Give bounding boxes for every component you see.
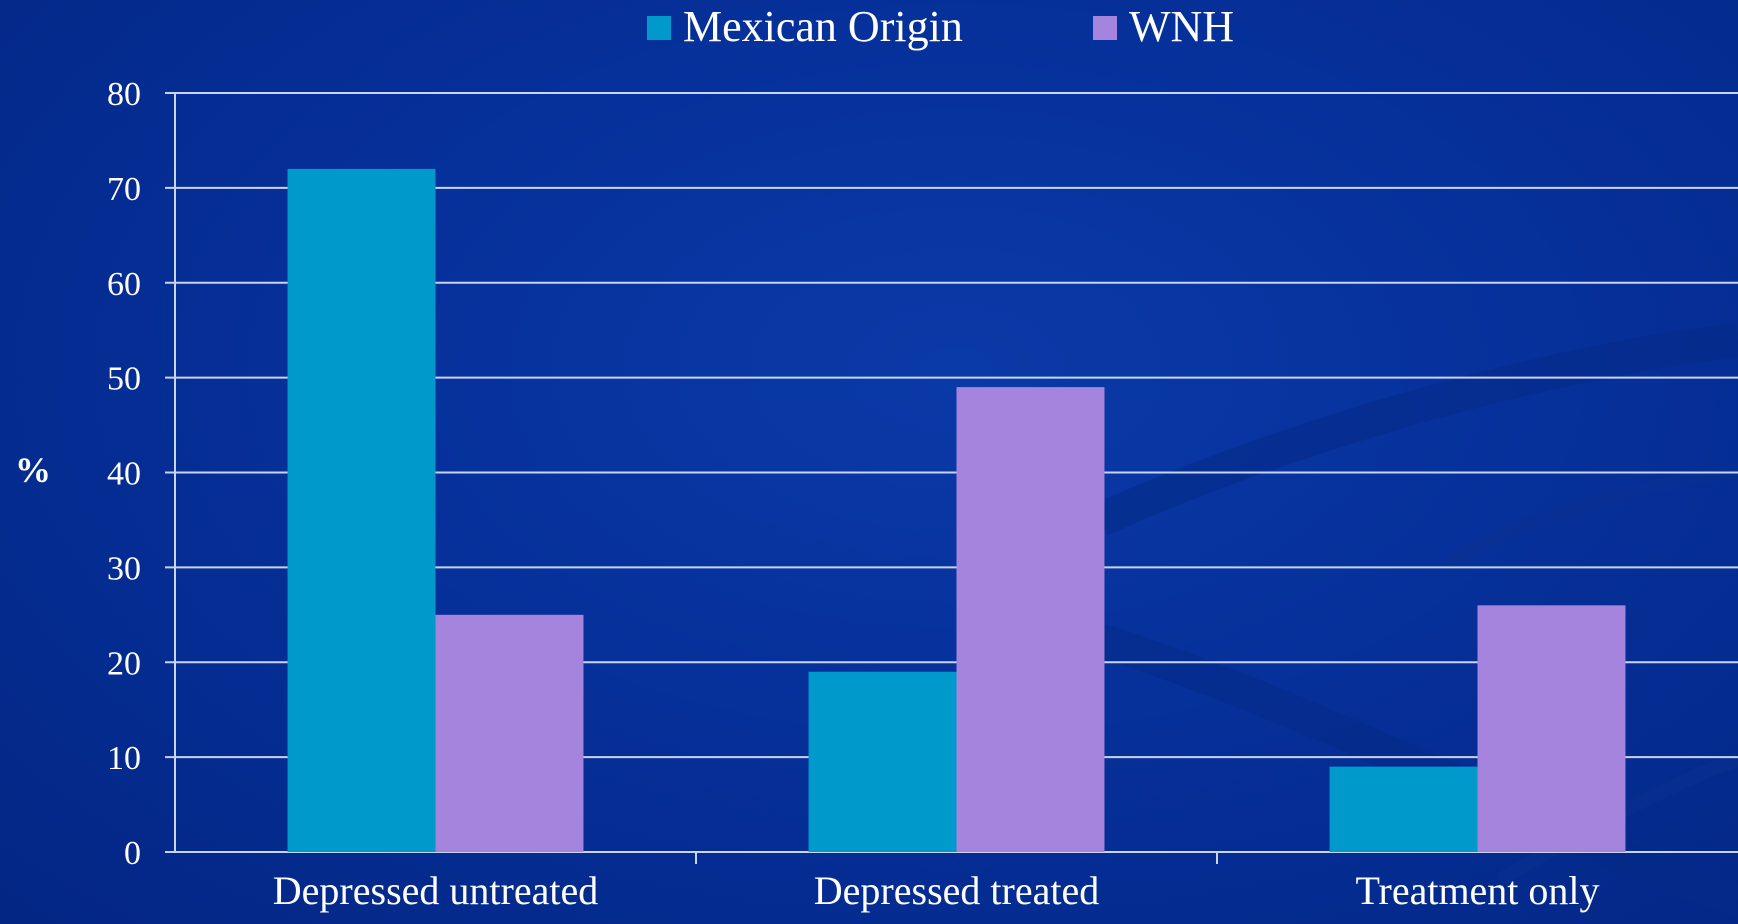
bar-mexican-origin-2: [1329, 766, 1478, 852]
x-category-label: Depressed untreated: [273, 868, 598, 913]
y-tick-label: 60: [107, 266, 141, 303]
x-category-label: Treatment only: [1355, 868, 1599, 913]
bar-wnh-2: [1477, 605, 1626, 852]
y-tick-label: 30: [107, 550, 141, 587]
bar-mexican-origin-1: [808, 671, 957, 852]
bar-mexican-origin-0: [287, 168, 436, 852]
y-tick-label: 50: [107, 361, 141, 398]
y-tick-label: 10: [107, 740, 141, 777]
legend-label: Mexican Origin: [683, 2, 963, 51]
legend-swatch: [1093, 16, 1117, 40]
bar-wnh-1: [956, 387, 1105, 852]
legend-label: WNH: [1129, 2, 1234, 51]
y-tick-label: 70: [107, 171, 141, 208]
y-tick-label: 40: [107, 456, 141, 493]
legend-swatch: [647, 16, 671, 40]
bars: [287, 168, 1626, 852]
tick-labels: 0 10 20 30 40 50 60 70 80 Depressed untreated Depr…: [107, 76, 1600, 913]
y-tick-label: 20: [107, 645, 141, 682]
y-tick-label: 0: [124, 835, 141, 872]
y-tick-label: 80: [107, 76, 141, 113]
x-category-label: Depressed treated: [814, 868, 1099, 913]
bar-wnh-0: [435, 614, 584, 852]
y-axis-label: %: [15, 450, 51, 490]
legend: Mexican Origin WNH: [647, 2, 1234, 51]
